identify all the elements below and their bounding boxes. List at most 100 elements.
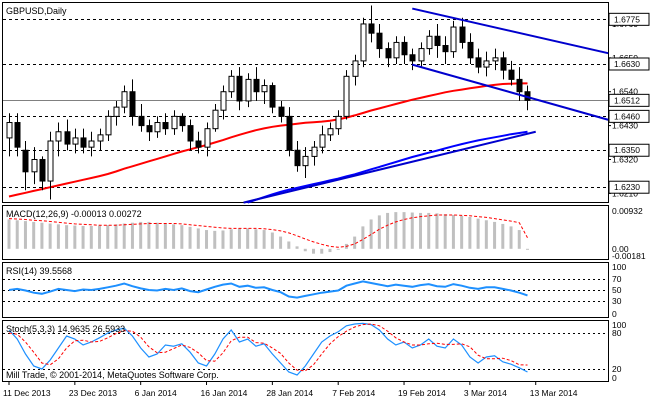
stoch-axis-label: 20 bbox=[612, 364, 622, 374]
macd-bar bbox=[213, 230, 217, 249]
macd-bar bbox=[451, 214, 455, 249]
rsi-axis-label: 0 bbox=[612, 309, 617, 319]
candles-layer bbox=[6, 5, 531, 200]
current-price-label: 1.6512 bbox=[614, 95, 640, 105]
macd-bar bbox=[114, 224, 118, 249]
candle-body-bear bbox=[146, 125, 153, 133]
macd-bar bbox=[139, 221, 143, 249]
candle-body-bear bbox=[409, 54, 416, 62]
macd-bar bbox=[484, 220, 488, 249]
macd-bar bbox=[205, 230, 209, 249]
candle-body-bear bbox=[138, 115, 145, 127]
candle-body-bear bbox=[467, 41, 474, 59]
macd-title: MACD(12,26,9) -0.00013 0.00272 bbox=[6, 209, 142, 219]
candle-body-bear bbox=[376, 32, 383, 50]
macd-bar bbox=[237, 228, 241, 249]
candle-body-bull bbox=[6, 122, 13, 139]
macd-bar bbox=[106, 225, 110, 249]
date-axis-label: 7 Feb 2014 bbox=[332, 388, 375, 398]
level-price-label: 1.6630 bbox=[614, 59, 640, 69]
candle-body-bear bbox=[508, 69, 515, 80]
moving-average-red bbox=[8, 82, 528, 198]
macd-bar bbox=[89, 225, 93, 249]
candle-body-bull bbox=[343, 75, 350, 117]
macd-bar bbox=[73, 225, 77, 249]
candle-body-bear bbox=[253, 78, 260, 93]
candle-body-bull bbox=[113, 106, 120, 117]
date-axis-label: 28 Jan 2014 bbox=[266, 388, 313, 398]
candle-body-bull bbox=[171, 115, 178, 130]
macd-axis-label: 0.00 bbox=[612, 244, 629, 254]
macd-axis-label: 0.00932 bbox=[612, 206, 643, 216]
macd-bar bbox=[419, 212, 422, 249]
macd-bar bbox=[56, 224, 60, 249]
macd-bar bbox=[172, 224, 176, 249]
candle-body-bear bbox=[64, 131, 71, 145]
level-price-label: 1.6775 bbox=[614, 14, 640, 24]
macd-bar bbox=[320, 248, 324, 254]
price-axis-label: 1.6320 bbox=[612, 154, 638, 164]
macd-bar bbox=[402, 212, 406, 249]
macd-bar bbox=[147, 221, 151, 249]
candle-body-bull bbox=[105, 115, 112, 136]
macd-bar bbox=[369, 219, 373, 249]
macd-axis-label: -0.00181 bbox=[612, 251, 646, 261]
candle-body-bear bbox=[294, 149, 301, 167]
price-axis-label: 1.6540 bbox=[612, 87, 638, 97]
candle-body-bull bbox=[450, 26, 457, 53]
macd-bar bbox=[65, 225, 69, 249]
macd-bar bbox=[468, 217, 472, 249]
candle-body-bear bbox=[459, 26, 466, 43]
candle-body-bear bbox=[286, 115, 293, 151]
macd-bar bbox=[48, 223, 52, 249]
rsi-axis-label: 70 bbox=[612, 274, 622, 284]
macd-layer bbox=[7, 212, 529, 254]
rsi-panel-frame bbox=[2, 262, 609, 318]
level-price-label: 1.6230 bbox=[614, 182, 640, 192]
candle-body-bear bbox=[475, 57, 482, 68]
macd-bar bbox=[188, 226, 192, 249]
candle-body-bear bbox=[179, 115, 186, 127]
moving-average-layer bbox=[8, 82, 528, 204]
candle-body-bear bbox=[187, 125, 194, 142]
candle-body-bear bbox=[385, 48, 392, 59]
candle-body-bull bbox=[319, 134, 326, 148]
macd-panel-frame bbox=[2, 205, 609, 260]
level-price-box bbox=[608, 109, 650, 123]
stoch-signal-line bbox=[8, 323, 528, 372]
candle-body-bear bbox=[401, 41, 408, 56]
macd-bar bbox=[7, 219, 11, 249]
candle-body-bear bbox=[162, 122, 169, 130]
candle-body-bull bbox=[327, 128, 334, 136]
macd-bar bbox=[476, 218, 480, 249]
macd-bar bbox=[493, 221, 497, 249]
macd-bar bbox=[180, 225, 184, 249]
current-price-box bbox=[608, 93, 650, 107]
symbol-title: GBPUSD,Daily bbox=[6, 6, 67, 16]
macd-bar bbox=[460, 215, 464, 249]
candle-body-bull bbox=[418, 48, 425, 62]
macd-bar bbox=[501, 223, 505, 249]
candle-body-bull bbox=[261, 85, 268, 93]
macd-bar bbox=[155, 222, 159, 249]
level-price-label: 1.6350 bbox=[614, 145, 640, 155]
level-price-label: 1.6460 bbox=[614, 111, 640, 121]
macd-bar bbox=[525, 248, 529, 250]
macd-bar bbox=[40, 222, 44, 249]
stoch-axis-label: 0 bbox=[612, 373, 617, 383]
grid-layer bbox=[3, 19, 608, 188]
macd-signal-line bbox=[8, 214, 528, 248]
candle-body-bull bbox=[302, 155, 309, 167]
date-axis-label: 6 Jan 2014 bbox=[135, 388, 177, 398]
rsi-line bbox=[8, 280, 528, 299]
stoch-axis-label: 80 bbox=[612, 328, 622, 338]
candle-body-bear bbox=[14, 122, 21, 148]
candle-body-bull bbox=[393, 41, 400, 59]
copyright-text: Mill Trade, © 2001-2014, MetaQuotes Soft… bbox=[6, 370, 219, 380]
oscillator-layer bbox=[3, 279, 608, 376]
stoch-axis-label: 100 bbox=[612, 320, 626, 330]
macd-bar bbox=[221, 230, 225, 249]
macd-bar bbox=[377, 215, 381, 249]
macd-bar bbox=[279, 236, 283, 249]
